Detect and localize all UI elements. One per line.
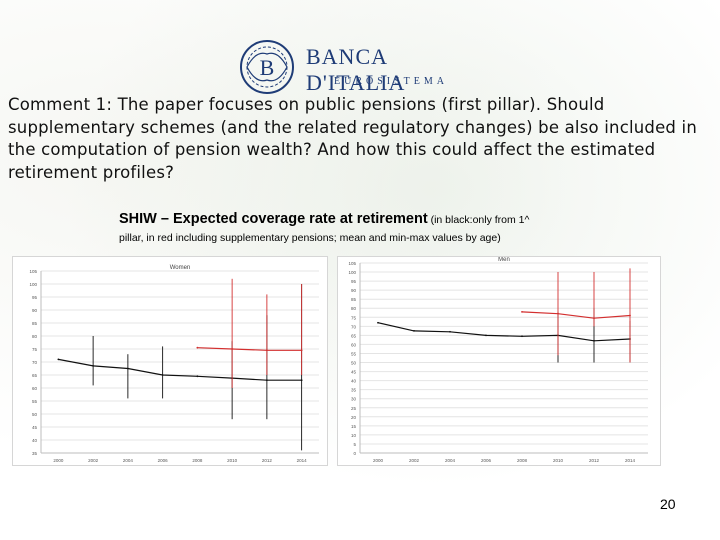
y-tick-label: 85 xyxy=(351,297,357,302)
y-tick-label: 0 xyxy=(353,451,356,456)
logo-monogram-icon: B xyxy=(240,40,294,94)
page-number: 20 xyxy=(660,496,676,512)
y-tick-label: 100 xyxy=(29,282,37,287)
data-point-supplementary xyxy=(231,348,234,350)
x-tick-label: 2008 xyxy=(517,458,528,463)
data-point-supplementary xyxy=(593,317,595,320)
figure-subtitle: pillar, in red including supplementary p… xyxy=(119,232,501,244)
logo-monogram-letter: B xyxy=(260,55,275,80)
x-tick-label: 2006 xyxy=(158,458,169,463)
y-tick-label: 70 xyxy=(32,360,38,365)
y-tick-label: 90 xyxy=(351,288,357,293)
data-point-first_pillar xyxy=(265,379,268,382)
y-tick-label: 65 xyxy=(32,373,38,378)
series-line-first_pillar xyxy=(377,322,631,342)
y-tick-label: 10 xyxy=(351,433,357,438)
y-tick-label: 35 xyxy=(32,451,38,456)
x-tick-label: 2010 xyxy=(227,458,238,463)
data-point-supplementary xyxy=(557,312,559,315)
series-line-supplementary xyxy=(197,347,302,351)
y-tick-label: 55 xyxy=(32,399,38,404)
y-tick-label: 60 xyxy=(32,386,38,391)
data-point-supplementary xyxy=(196,346,199,349)
y-tick-label: 30 xyxy=(351,397,357,402)
y-tick-label: 15 xyxy=(351,424,357,429)
y-tick-label: 50 xyxy=(351,361,357,366)
x-tick-label: 2002 xyxy=(409,458,420,463)
figure-title-note: (in black:only from 1^ xyxy=(427,214,530,226)
chart-men: 0 5 10 15 20 25 30 35 40 45 50 55 60 65 70 75 80 85 90 95 10… xyxy=(337,256,661,466)
y-tick-label: 40 xyxy=(32,438,38,443)
y-tick-label: 75 xyxy=(32,347,38,352)
y-tick-label: 105 xyxy=(348,261,356,266)
data-point-first_pillar xyxy=(593,339,595,342)
logo-subtitle: EUROSISTEMA xyxy=(334,76,449,87)
y-tick-label: 65 xyxy=(351,333,357,338)
x-tick-label: 2006 xyxy=(481,458,492,463)
y-tick-label: 35 xyxy=(351,388,357,393)
figure-title-main: SHIW – Expected coverage rate at retirem… xyxy=(119,211,428,227)
chart-title: Women xyxy=(170,265,191,271)
x-tick-label: 2002 xyxy=(88,458,99,463)
data-point-first_pillar xyxy=(126,367,129,370)
logo-name: BANCA D'ITALIA xyxy=(306,44,406,95)
x-tick-label: 2000 xyxy=(53,458,64,463)
series-line-first_pillar xyxy=(58,358,302,381)
y-tick-label: 90 xyxy=(32,308,38,313)
chart-title: Men xyxy=(498,257,510,263)
x-tick-label: 2004 xyxy=(123,458,134,463)
y-tick-label: 5 xyxy=(353,442,356,447)
figure-title: SHIW – Expected coverage rate at retirem… xyxy=(119,211,599,227)
y-tick-label: 55 xyxy=(351,351,357,356)
data-point-first_pillar xyxy=(161,374,164,376)
data-point-supplementary xyxy=(521,310,523,313)
x-tick-label: 2010 xyxy=(553,458,564,463)
x-tick-label: 2012 xyxy=(262,458,273,463)
data-point-first_pillar xyxy=(377,321,379,324)
x-tick-label: 2014 xyxy=(297,458,308,463)
y-tick-label: 25 xyxy=(351,406,357,411)
data-point-first_pillar xyxy=(57,358,60,361)
data-point-supplementary xyxy=(629,314,631,317)
y-tick-label: 100 xyxy=(348,270,356,275)
y-tick-label: 40 xyxy=(351,379,357,384)
data-point-first_pillar xyxy=(300,379,303,382)
data-point-first_pillar xyxy=(413,329,415,332)
y-tick-label: 80 xyxy=(32,334,38,339)
y-tick-label: 60 xyxy=(351,342,357,347)
comment-text: Comment 1: The paper focuses on public p… xyxy=(8,95,697,182)
y-tick-label: 20 xyxy=(351,415,357,420)
data-point-first_pillar xyxy=(92,365,95,367)
data-point-first_pillar xyxy=(485,334,487,337)
y-tick-label: 85 xyxy=(32,321,38,326)
data-point-first_pillar xyxy=(521,335,523,338)
x-tick-label: 2014 xyxy=(625,458,636,463)
series-line-supplementary xyxy=(521,311,631,319)
y-tick-label: 75 xyxy=(351,315,357,320)
y-tick-label: 45 xyxy=(351,370,357,375)
chart-men-svg: 0 5 10 15 20 25 30 35 40 45 50 55 60 65 70 75 80 85 90 95 10… xyxy=(348,257,648,463)
chart-women-svg: 35 40 45 50 55 60 65 70 75 80 85 90 95 100 105 2000 2002… xyxy=(29,265,319,463)
data-point-first_pillar xyxy=(449,330,451,333)
x-tick-label: 2008 xyxy=(192,458,203,463)
y-tick-label: 105 xyxy=(29,269,37,274)
y-tick-label: 95 xyxy=(32,295,38,300)
y-tick-label: 80 xyxy=(351,306,357,311)
x-tick-label: 2004 xyxy=(445,458,456,463)
data-point-first_pillar xyxy=(196,375,199,378)
x-tick-label: 2000 xyxy=(373,458,384,463)
data-point-supplementary xyxy=(300,349,303,352)
y-tick-label: 95 xyxy=(351,279,357,284)
y-tick-label: 70 xyxy=(351,324,357,329)
y-tick-label: 45 xyxy=(32,425,38,430)
data-point-supplementary xyxy=(265,349,268,352)
banca-ditalia-logo: B BANCA D'ITALIA EUROSISTEMA xyxy=(238,38,478,96)
y-tick-label: 50 xyxy=(32,412,38,417)
chart-women: 35 40 45 50 55 60 65 70 75 80 85 90 95 100 105 2000 2002… xyxy=(12,256,328,466)
x-tick-label: 2012 xyxy=(589,458,600,463)
